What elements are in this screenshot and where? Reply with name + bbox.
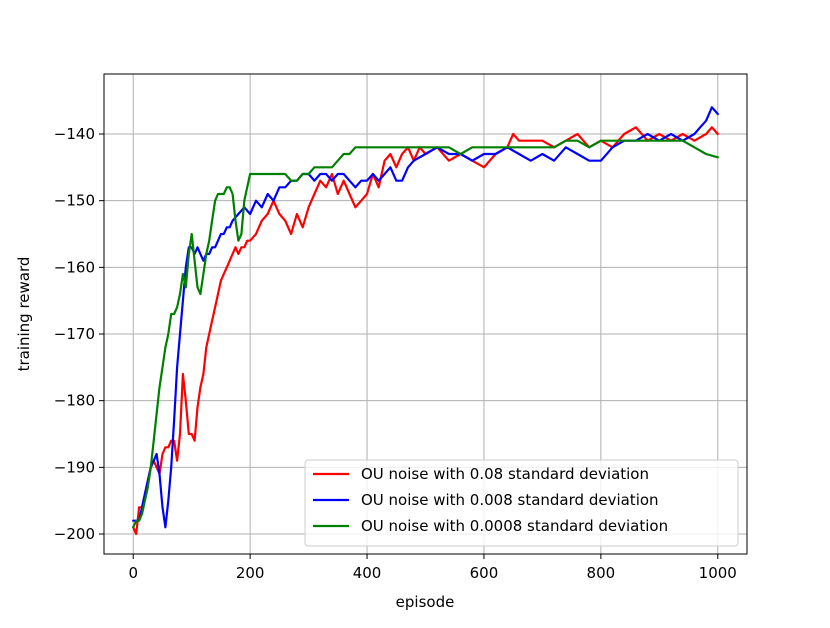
legend-label-1: OU noise with 0.008 standard deviation xyxy=(361,491,659,509)
x-tick-label: 200 xyxy=(236,564,265,582)
x-tick-label: 1000 xyxy=(699,564,737,582)
x-axis-label: episode xyxy=(396,593,455,611)
y-tick-label: −190 xyxy=(54,458,95,476)
x-axis-ticks: 0 200 400 600 800 1000 xyxy=(128,554,737,582)
x-tick-label: 600 xyxy=(470,564,499,582)
y-axis-ticks: −200 −190 −180 −170 −160 −150 −140 xyxy=(54,125,104,543)
y-tick-label: −140 xyxy=(54,125,95,143)
series-lines xyxy=(132,106,719,536)
y-axis-label: training reward xyxy=(15,257,33,372)
y-tick-label: −160 xyxy=(54,258,95,276)
x-tick-label: 0 xyxy=(128,564,138,582)
y-tick-label: −200 xyxy=(54,525,95,543)
x-tick-label: 800 xyxy=(587,564,616,582)
grid xyxy=(104,74,747,554)
y-tick-label: −150 xyxy=(54,192,95,210)
y-tick-label: −170 xyxy=(54,325,95,343)
plot-frame xyxy=(103,73,748,555)
series-line-0 xyxy=(132,126,719,536)
legend-box xyxy=(304,459,739,547)
legend-label-0: OU noise with 0.08 standard deviation xyxy=(361,465,649,483)
y-tick-label: −180 xyxy=(54,392,95,410)
x-tick-label: 400 xyxy=(353,564,382,582)
legend: OU noise with 0.08 standard deviation OU… xyxy=(304,459,739,547)
legend-label-2: OU noise with 0.0008 standard deviation xyxy=(361,517,668,535)
series-line-2 xyxy=(132,139,719,529)
